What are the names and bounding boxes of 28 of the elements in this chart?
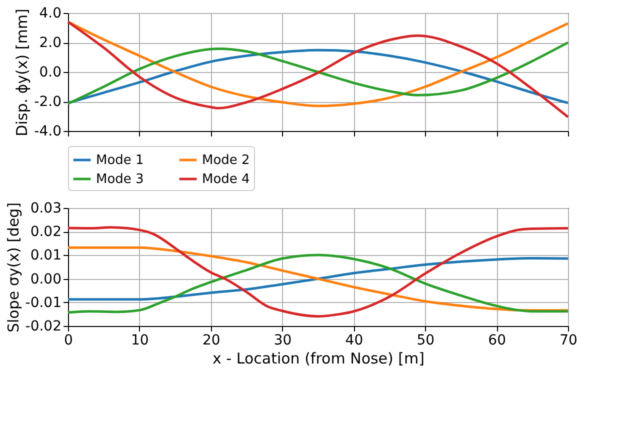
y-tick-label: -2.0 xyxy=(34,94,62,110)
y-tick-label: -0.02 xyxy=(25,318,62,334)
y-tick-label: -4.0 xyxy=(34,124,62,140)
legend-label: Mode 4 xyxy=(202,172,250,187)
line-series xyxy=(66,257,570,301)
line-series xyxy=(66,226,570,318)
x-tick-label: 30 xyxy=(274,332,292,348)
legend-label: Mode 2 xyxy=(202,153,250,168)
y-tick-label: 0.0 xyxy=(39,64,62,80)
y-tick-label: 4.0 xyxy=(39,6,62,22)
x-tick-label: 20 xyxy=(202,332,220,348)
x-tick-label: 40 xyxy=(345,332,364,348)
x-tick-label: 70 xyxy=(560,332,578,348)
y-tick-label: -0.01 xyxy=(25,294,62,311)
y-axis-title: Slope σy(x) [deg] xyxy=(4,202,22,333)
y-axis-title: Disp. ϕy(x) [mm] xyxy=(13,8,32,136)
x-tick-label: 0 xyxy=(64,332,73,348)
x-axis-title: x - Location (from Nose) [m] xyxy=(212,350,424,368)
y-tick-label: 0.01 xyxy=(30,248,62,264)
x-tick-label: 50 xyxy=(416,332,435,348)
x-tick-label: 60 xyxy=(488,332,506,348)
legend-label: Mode 3 xyxy=(96,172,144,187)
y-tick-label: 2.0 xyxy=(39,35,62,51)
y-tick-label: 0.02 xyxy=(30,224,62,240)
x-tick-label: 10 xyxy=(131,332,149,348)
legend-label: Mode 1 xyxy=(96,153,144,168)
y-tick-label: 0.00 xyxy=(30,271,62,288)
y-tick-label: 0.03 xyxy=(30,200,62,216)
